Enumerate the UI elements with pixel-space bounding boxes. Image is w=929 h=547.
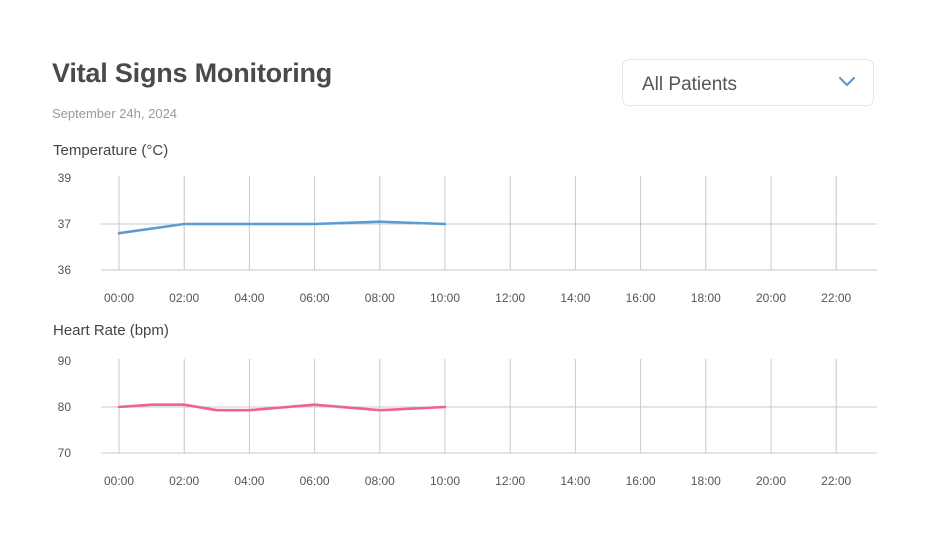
temperature-chart-title: Temperature (°C) (53, 142, 169, 159)
hr-x-tick-label: 06:00 (300, 474, 330, 488)
hr-x-tick-label: 18:00 (691, 474, 721, 488)
hr-x-tick-label: 22:00 (821, 474, 851, 488)
temp-y-tick-label: 37 (58, 217, 72, 231)
temp-y-tick-label: 39 (58, 171, 72, 185)
hr-x-tick-label: 04:00 (234, 474, 264, 488)
hr-x-tick-label: 08:00 (365, 474, 395, 488)
hr-x-tick-label: 20:00 (756, 474, 786, 488)
hr-x-tick-label: 10:00 (430, 474, 460, 488)
temp-x-tick-label: 10:00 (430, 291, 460, 305)
temp-x-tick-label: 14:00 (560, 291, 590, 305)
page-title: Vital Signs Monitoring (52, 58, 333, 88)
hr-x-tick-label: 14:00 (560, 474, 590, 488)
hr-y-tick-label: 80 (58, 400, 72, 414)
date-label: September 24h, 2024 (52, 106, 178, 121)
hr-y-tick-label: 90 (58, 354, 72, 368)
heart-rate-chart-title: Heart Rate (bpm) (53, 322, 169, 339)
hr-x-tick-label: 02:00 (169, 474, 199, 488)
patient-select-value: All Patients (642, 74, 738, 95)
hr-x-tick-label: 00:00 (104, 474, 134, 488)
temp-x-tick-label: 00:00 (104, 291, 134, 305)
hr-x-tick-label: 12:00 (495, 474, 525, 488)
hr-x-tick-label: 16:00 (626, 474, 656, 488)
temp-x-tick-label: 04:00 (234, 291, 264, 305)
temp-series-line (117, 220, 447, 235)
temp-x-tick-label: 12:00 (495, 291, 525, 305)
temp-x-tick-label: 16:00 (626, 291, 656, 305)
temp-x-tick-label: 22:00 (821, 291, 851, 305)
temp-x-tick-label: 02:00 (169, 291, 199, 305)
hr-y-tick-label: 70 (58, 446, 72, 460)
temp-x-tick-label: 18:00 (691, 291, 721, 305)
temp-x-tick-label: 20:00 (756, 291, 786, 305)
chevron-down-icon[interactable] (838, 76, 856, 88)
temperature-chart: 00:00 02:00 04:00 06:00 08:00 10:00 12:00 14:00… (58, 171, 877, 305)
patient-select[interactable]: All Patients (622, 59, 874, 106)
hr-series-line (117, 403, 447, 412)
temp-x-tick-label: 06:00 (300, 291, 330, 305)
temp-x-tick-label: 08:00 (365, 291, 395, 305)
temp-y-tick-label: 36 (58, 263, 72, 277)
